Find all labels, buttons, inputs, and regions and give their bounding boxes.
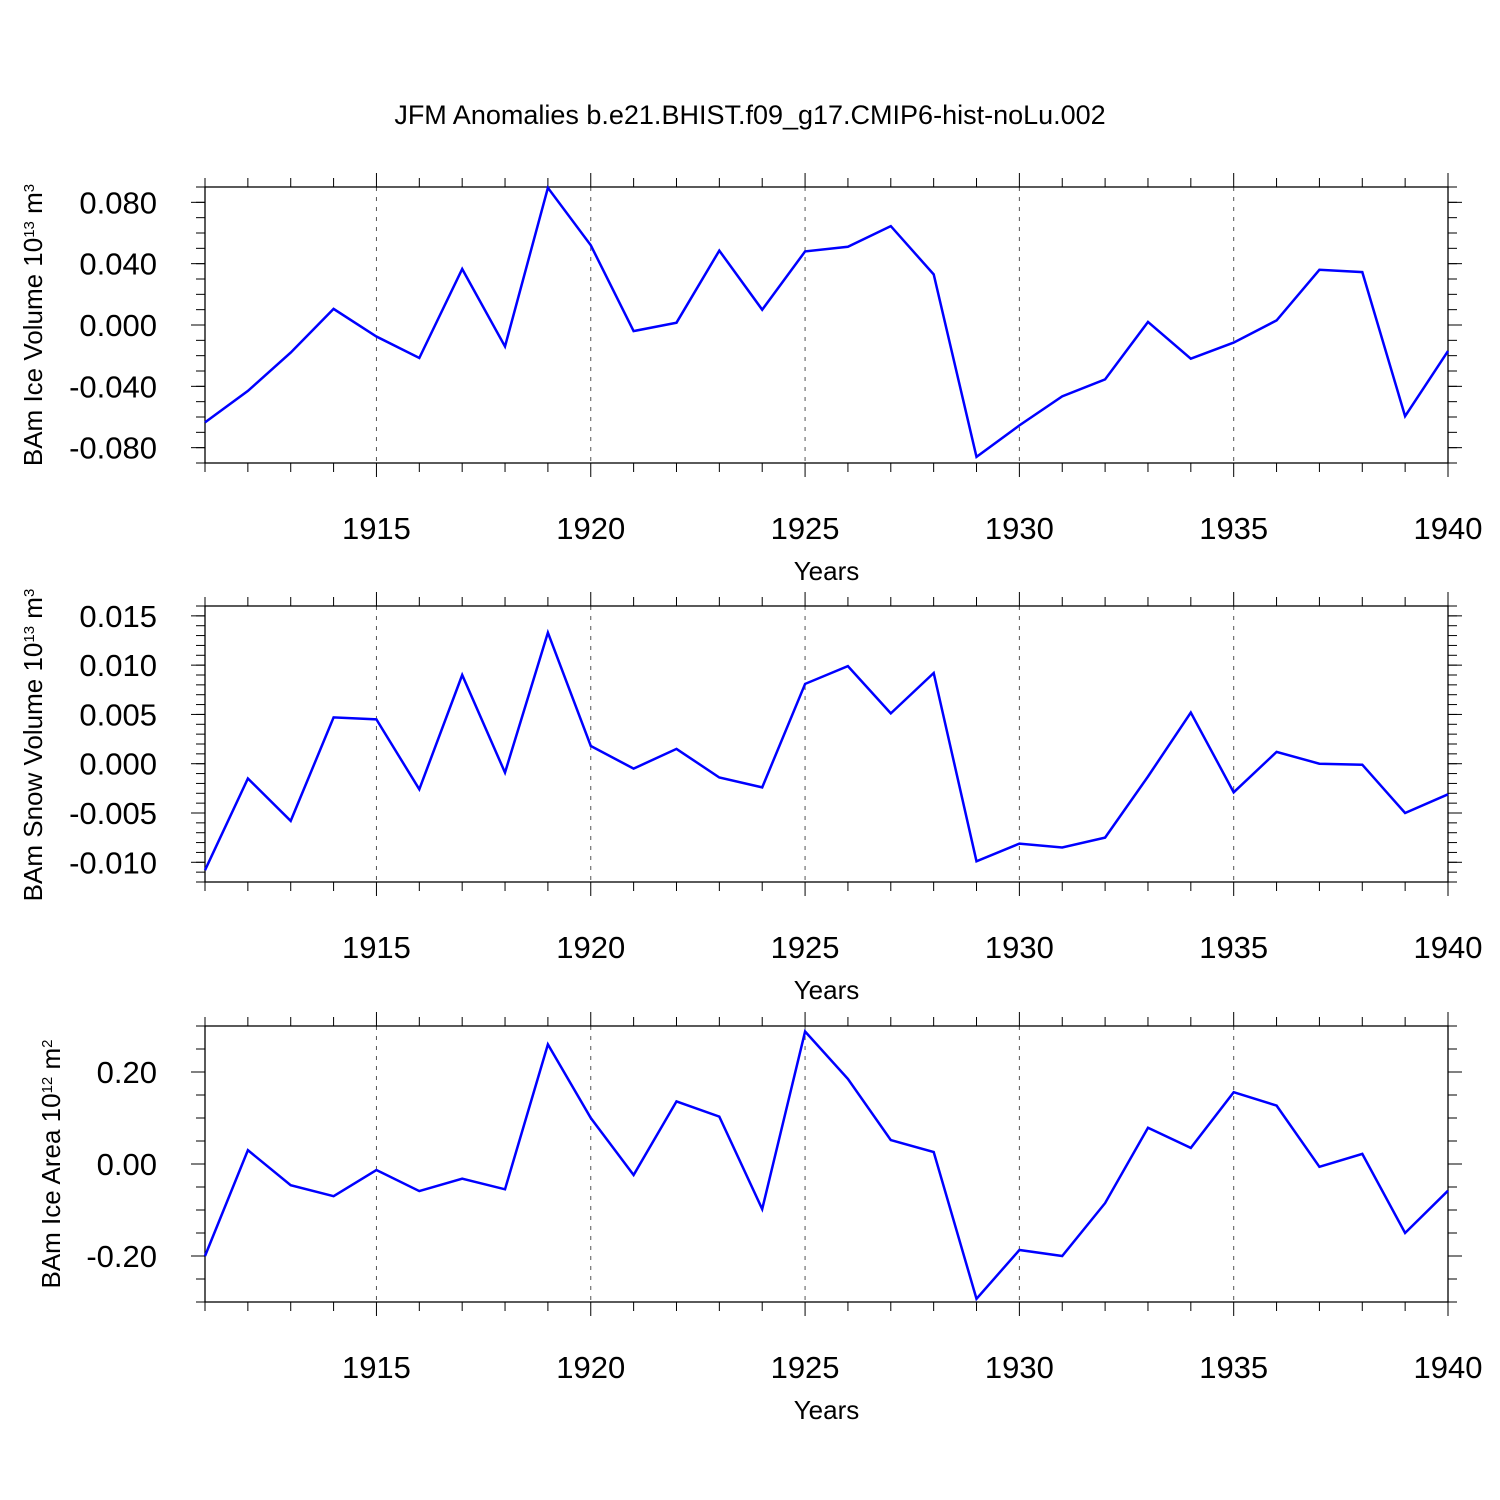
x-tick-label: 1930 bbox=[985, 930, 1054, 965]
x-tick-label: 1940 bbox=[1414, 930, 1483, 965]
series-line bbox=[203, 1028, 1449, 1302]
plot-frame bbox=[204, 1025, 1449, 1303]
x-axis-label: Years bbox=[794, 1395, 860, 1425]
x-tick-label: 1935 bbox=[1199, 1350, 1268, 1385]
x-tick-label: 1930 bbox=[985, 511, 1054, 546]
x-axis-label: Years bbox=[794, 975, 860, 1005]
y-tick-label: 0.040 bbox=[79, 247, 157, 282]
x-tick-label: 1920 bbox=[556, 511, 625, 546]
x-tick-label: 1935 bbox=[1199, 930, 1268, 965]
x-tick-label: 1915 bbox=[342, 511, 411, 546]
series-line bbox=[203, 628, 1449, 871]
plot-frame bbox=[204, 186, 1449, 464]
y-tick-label: -0.010 bbox=[69, 845, 157, 880]
y-axis-label: BAm Ice Volume 1013 m3 bbox=[18, 184, 48, 466]
x-tick-label: 1940 bbox=[1414, 511, 1483, 546]
x-axis-label: Years bbox=[794, 556, 860, 586]
y-axis-label: BAm Ice Area 1012 m2 bbox=[36, 1039, 66, 1288]
y-tick-label: 0.000 bbox=[79, 747, 157, 782]
y-tick-label: 0.000 bbox=[79, 308, 157, 343]
y-tick-label: 0.015 bbox=[79, 599, 157, 634]
x-tick-label: 1935 bbox=[1199, 511, 1268, 546]
y-axis-label: BAm Snow Volume 1013 m3 bbox=[18, 589, 48, 902]
panel-1: 0.080 0.040 0.000 -0.040 -0.080 1915 1920 1925 1… bbox=[18, 173, 1482, 586]
chart-panels: 0.080 0.040 0.000 -0.040 -0.080 1915 1920 1925 1… bbox=[18, 173, 1482, 1425]
y-tick-label: 0.010 bbox=[79, 648, 157, 683]
x-tick-label: 1925 bbox=[771, 1350, 840, 1385]
x-tick-label: 1920 bbox=[556, 1350, 625, 1385]
x-tick-label: 1920 bbox=[556, 930, 625, 965]
y-tick-label: 0.20 bbox=[97, 1055, 157, 1090]
y-tick-label: 0.080 bbox=[79, 185, 157, 220]
x-tick-label: 1915 bbox=[342, 930, 411, 965]
x-tick-label: 1940 bbox=[1414, 1350, 1483, 1385]
y-tick-label: 0.00 bbox=[97, 1147, 157, 1182]
x-tick-label: 1930 bbox=[985, 1350, 1054, 1385]
y-tick-label: -0.040 bbox=[69, 369, 157, 404]
series-line bbox=[204, 184, 1450, 460]
y-tick-label: -0.005 bbox=[69, 796, 157, 831]
panel-2: 0.015 0.010 0.005 0.000 -0.005 -0.010 1915 1920… bbox=[18, 589, 1482, 1005]
x-tick-label: 1925 bbox=[771, 511, 840, 546]
y-tick-label: 0.005 bbox=[79, 697, 157, 732]
x-tick-label: 1915 bbox=[342, 1350, 411, 1385]
x-tick-label: 1925 bbox=[771, 930, 840, 965]
chart-title: JFM Anomalies b.e21.BHIST.f09_g17.CMIP6-… bbox=[394, 100, 1105, 130]
y-tick-label: -0.20 bbox=[86, 1239, 157, 1274]
panel-3: 0.20 0.00 -0.20 1915 1920 1925 1930 1935 1940 Yea… bbox=[36, 1012, 1482, 1425]
y-tick-label: -0.080 bbox=[69, 431, 157, 466]
